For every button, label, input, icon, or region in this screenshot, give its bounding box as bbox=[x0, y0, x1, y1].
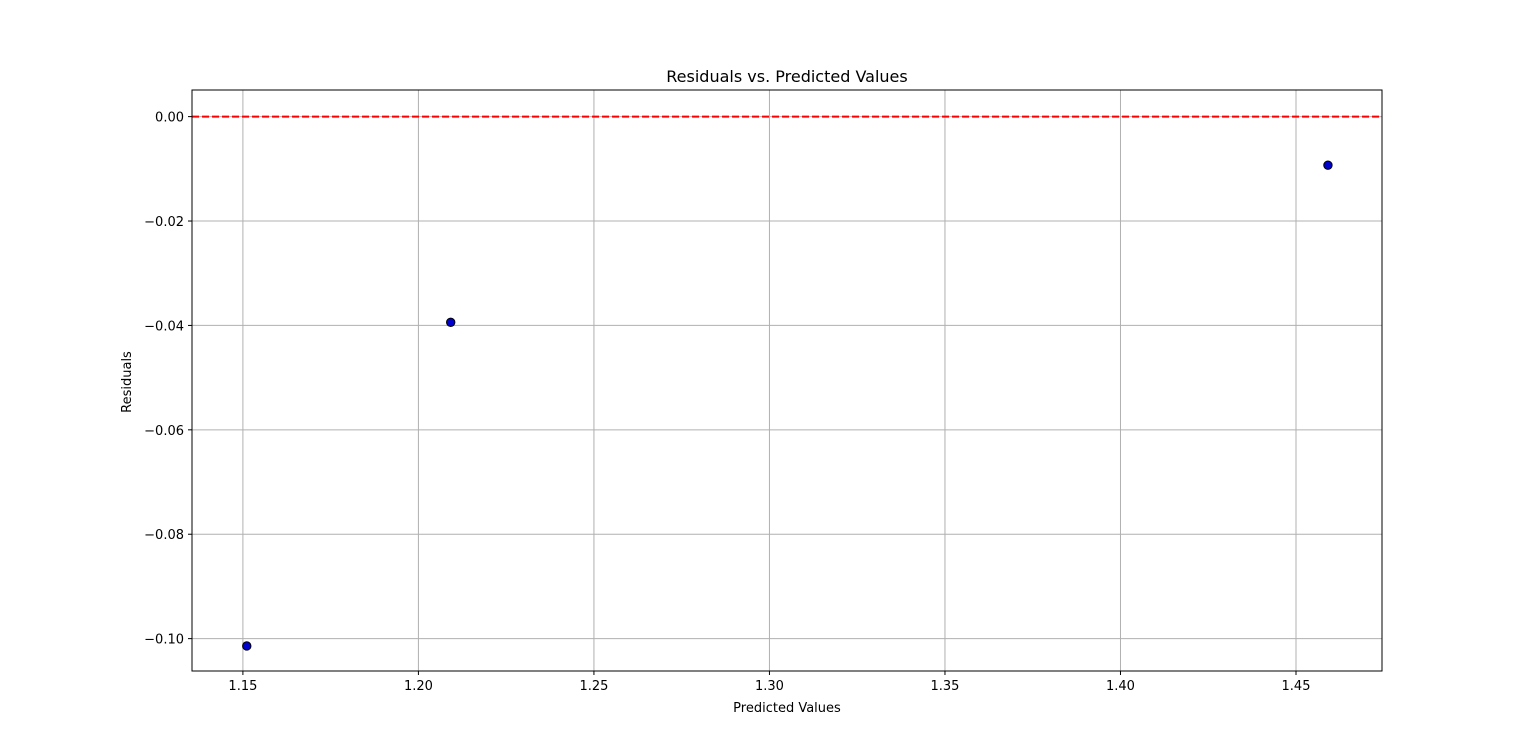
scatter-point bbox=[446, 317, 456, 327]
x-axis-label: Predicted Values bbox=[733, 701, 841, 716]
x-tick-label: 1.20 bbox=[404, 679, 433, 694]
y-tick-label: −0.10 bbox=[144, 633, 184, 648]
y-tick-label: −0.04 bbox=[144, 319, 184, 334]
x-axis-ticks: 1.15 1.20 1.25 1.30 1.35 1.40 1.45 bbox=[228, 671, 1310, 694]
y-axis-label: Residuals bbox=[120, 351, 135, 413]
grid-lines bbox=[192, 90, 1382, 671]
y-tick-label: 0.00 bbox=[155, 111, 184, 126]
y-tick-label: −0.08 bbox=[144, 528, 184, 543]
chart-title: Residuals vs. Predicted Values bbox=[666, 67, 907, 86]
plot-area-frame bbox=[191, 89, 1383, 672]
x-tick-label: 1.40 bbox=[1106, 679, 1135, 694]
x-tick-label: 1.30 bbox=[755, 679, 784, 694]
x-tick-label: 1.25 bbox=[579, 679, 608, 694]
x-tick-label: 1.35 bbox=[930, 679, 959, 694]
y-tick-label: −0.06 bbox=[144, 424, 184, 439]
scatter-point bbox=[1323, 160, 1333, 170]
data-points bbox=[242, 160, 1333, 651]
y-axis-ticks: 0.00 −0.02 −0.04 −0.06 −0.08 −0.10 bbox=[144, 111, 192, 648]
scatter-point bbox=[242, 641, 252, 651]
x-tick-label: 1.45 bbox=[1282, 679, 1311, 694]
x-tick-label: 1.15 bbox=[228, 679, 257, 694]
y-tick-label: −0.02 bbox=[144, 215, 184, 230]
